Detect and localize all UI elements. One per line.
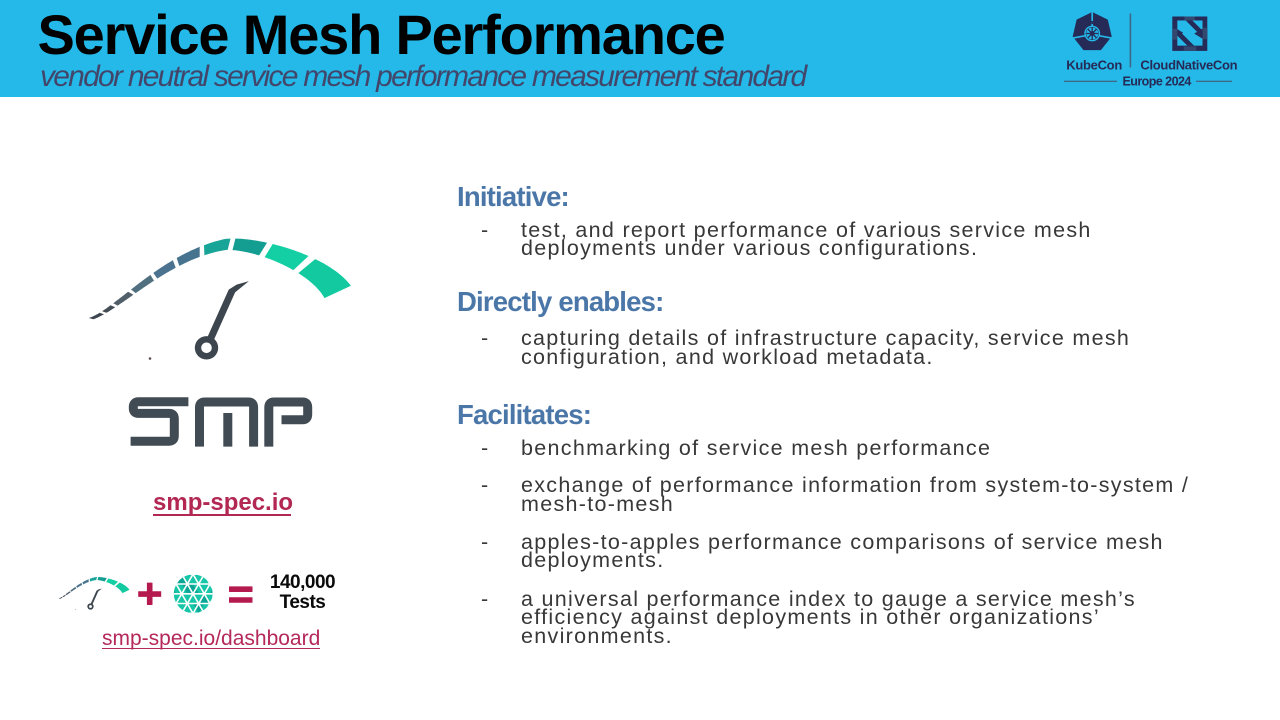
svg-text:Europe 2024: Europe 2024 bbox=[1123, 75, 1192, 89]
svg-text:KubeCon: KubeCon bbox=[1066, 58, 1122, 73]
svg-text:CloudNativeCon: CloudNativeCon bbox=[1140, 58, 1237, 73]
